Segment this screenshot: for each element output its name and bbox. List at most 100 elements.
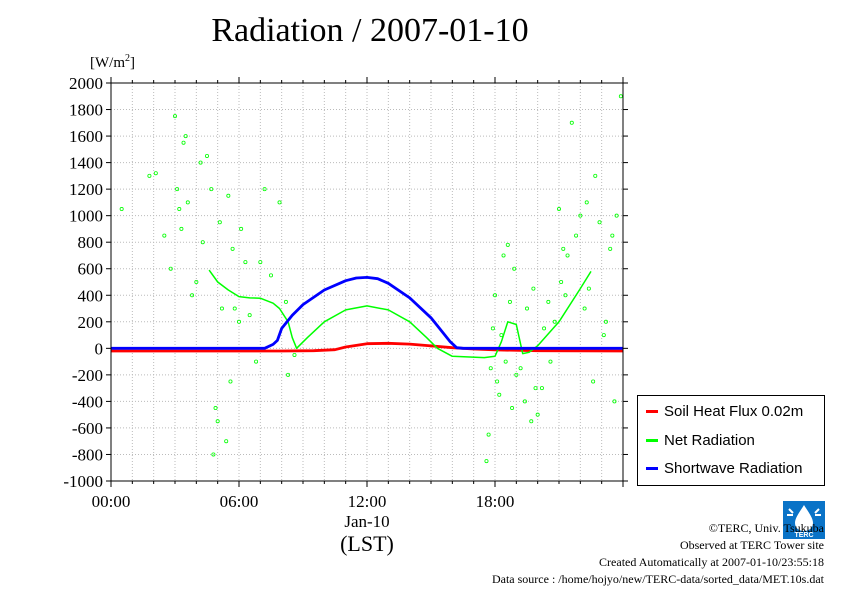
net-radiation-scatter-point <box>217 220 222 225</box>
net-radiation-scatter-point <box>563 293 568 298</box>
net-radiation-scatter-point <box>557 207 562 212</box>
net-radiation-scatter-point <box>277 200 282 205</box>
net-radiation-scatter-point <box>213 406 218 411</box>
net-radiation-scatter-point <box>561 246 566 251</box>
net-radiation-scatter-point <box>490 326 495 331</box>
net-radiation-scatter-point <box>495 379 500 384</box>
net-radiation-scatter-point <box>224 439 229 444</box>
svg-text:TERC: TERC <box>794 532 813 539</box>
x-tick-label: 00:00 <box>92 492 131 511</box>
x-axis-date-label: Jan-10 <box>344 512 389 531</box>
net-radiation-scatter-point <box>239 226 244 231</box>
legend-item-net-radiation: Net Radiation <box>638 429 755 451</box>
net-radiation-scatter-point <box>153 171 158 176</box>
y-tick-label: 2000 <box>69 74 103 93</box>
y-tick-label: 1200 <box>69 180 103 199</box>
net-radiation-scatter-point <box>614 213 619 218</box>
y-tick-label: 400 <box>78 286 104 305</box>
net-radiation-scatter-point <box>247 313 252 318</box>
net-radiation-scatter-point <box>525 306 530 311</box>
credit-observed: Observed at TERC Tower site <box>679 538 824 552</box>
net-radiation-scatter-point <box>565 253 570 258</box>
net-radiation-scatter-point <box>179 226 184 231</box>
y-tick-label: 1800 <box>69 101 103 120</box>
credit-source: Data source : /home/hojyo/new/TERC-data/… <box>491 572 824 586</box>
net-radiation-scatter-point <box>190 293 195 298</box>
net-radiation-scatter-point <box>548 359 553 364</box>
net-radiation-scatter-point <box>578 213 583 218</box>
y-tick-label: 200 <box>78 313 104 332</box>
net-radiation-scatter-point <box>597 220 602 225</box>
y-tick-label: 0 <box>95 339 104 358</box>
net-radiation-scatter-point <box>200 240 205 245</box>
y-tick-label: 1000 <box>69 207 103 226</box>
net-radiation-scatter-point <box>559 279 564 284</box>
y-axis-unit-label: [W/m2] <box>90 53 135 71</box>
net-radiation-scatter-point <box>488 366 493 371</box>
net-radiation-scatter-point <box>546 299 551 304</box>
net-radiation-scatter-point <box>172 114 177 119</box>
net-radiation-scatter-point <box>531 286 536 291</box>
net-radiation-scatter-point <box>518 366 523 371</box>
net-radiation-scatter-point <box>510 406 515 411</box>
net-radiation-scatter-point <box>209 187 214 192</box>
net-radiation-scatter-point <box>181 140 186 145</box>
net-radiation-scatter-point <box>230 246 235 251</box>
y-tick-label: -1000 <box>63 472 103 491</box>
net-radiation-scatter-point <box>226 193 231 198</box>
net-radiation-scatter-point <box>219 306 224 311</box>
net-radiation-scatter-point <box>601 333 606 338</box>
net-radiation-scatter-point <box>183 134 188 139</box>
credit-copyright: ©TERC, Univ. Tsukuba <box>708 521 824 535</box>
net-radiation-scatter-point <box>292 352 297 357</box>
series-line-shortwave-radiation <box>111 276 623 350</box>
net-radiation-scatter-point <box>591 379 596 384</box>
net-radiation-scatter-point <box>262 187 267 192</box>
net-radiation-scatter-point <box>484 459 489 464</box>
net-radiation-scatter-point <box>552 319 557 324</box>
net-radiation-scatter-point <box>177 207 182 212</box>
net-radiation-scatter-point <box>503 359 508 364</box>
net-radiation-scatter-point <box>175 187 180 192</box>
net-radiation-scatter-point <box>569 120 574 125</box>
legend-swatch-net-radiation <box>646 438 658 442</box>
net-radiation-scatter-point <box>232 306 237 311</box>
y-tick-label: 800 <box>78 233 104 252</box>
net-radiation-scatter-point <box>147 173 152 178</box>
net-radiation-scatter-point <box>258 260 263 265</box>
net-radiation-scatter-point <box>204 153 209 158</box>
y-tick-label: -200 <box>72 366 103 385</box>
net-radiation-scatter-point <box>533 386 538 391</box>
net-radiation-scatter-point <box>586 286 591 291</box>
net-radiation-scatter-point <box>612 399 617 404</box>
net-radiation-scatter-point <box>512 266 517 271</box>
net-radiation-scatter-point <box>542 326 547 331</box>
series-line-net-radiation <box>208 269 592 359</box>
net-radiation-scatter-point <box>522 399 527 404</box>
net-radiation-scatter-point <box>535 412 540 417</box>
net-radiation-scatter-point <box>185 200 190 205</box>
net-radiation-scatter-point <box>529 419 534 424</box>
net-radiation-scatter-point <box>162 233 167 238</box>
net-radiation-scatter-point <box>514 372 519 377</box>
net-radiation-scatter-point <box>168 266 173 271</box>
net-radiation-scatter-point <box>618 94 623 99</box>
legend-swatch-shortwave-radiation <box>646 466 658 470</box>
terc-logo-icon: TERC <box>783 501 825 539</box>
legend-item-shortwave-radiation: Shortwave Radiation <box>638 457 802 479</box>
net-radiation-scatter-point <box>236 319 241 324</box>
net-radiation-scatter-point <box>194 279 199 284</box>
legend-item-soil-heat-flux: Soil Heat Flux 0.02m <box>638 400 803 422</box>
plot-frame <box>110 82 624 482</box>
net-radiation-scatter-point <box>539 386 544 391</box>
x-axis-unit-label: (LST) <box>340 531 394 556</box>
y-tick-label: -400 <box>72 392 103 411</box>
net-radiation-scatter-point <box>215 419 220 424</box>
net-radiation-scatter-point <box>211 452 216 457</box>
net-radiation-scatter-point <box>283 299 288 304</box>
net-radiation-scatter-point <box>286 372 291 377</box>
net-radiation-scatter-point <box>610 233 615 238</box>
net-radiation-scatter-point <box>492 293 497 298</box>
legend-swatch-soil-heat-flux <box>646 409 658 413</box>
